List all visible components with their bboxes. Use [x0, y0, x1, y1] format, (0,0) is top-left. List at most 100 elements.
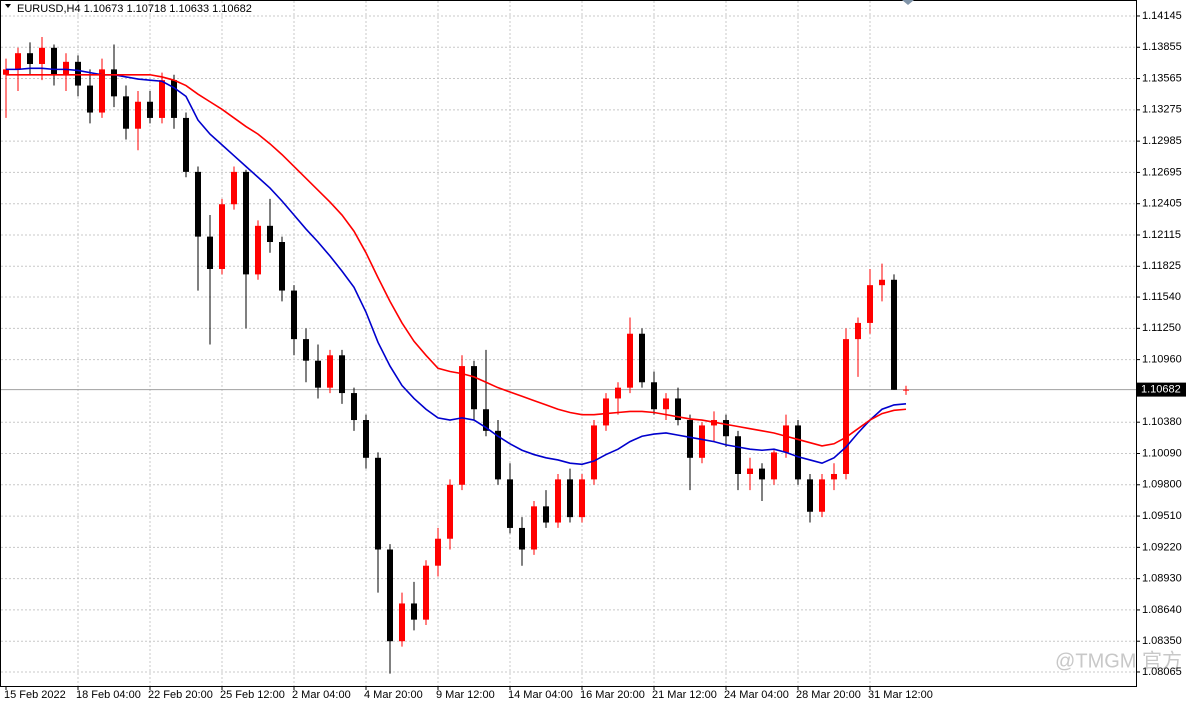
candle-body — [99, 69, 105, 113]
candle-body — [39, 47, 45, 64]
candle-body — [579, 479, 585, 518]
x-tick-label: 4 Mar 20:00 — [364, 689, 423, 701]
y-tick-label: 1.11250 — [1142, 322, 1181, 334]
candle-body — [771, 452, 777, 480]
y-tick-label: 1.11540 — [1142, 291, 1181, 303]
candle-body — [723, 420, 729, 437]
candle-body — [219, 204, 225, 269]
candle-body — [699, 425, 705, 458]
x-tick-label: 18 Feb 04:00 — [76, 689, 141, 701]
y-tick-label: 1.08350 — [1142, 635, 1182, 647]
candle-body — [171, 80, 177, 118]
x-tick-label: 9 Mar 12:00 — [436, 689, 495, 701]
y-tick-label: 1.08930 — [1142, 573, 1182, 585]
candle-body — [375, 457, 381, 550]
header-low: 1.10633 — [169, 3, 209, 15]
y-tick-label: 1.12405 — [1142, 198, 1182, 210]
candle-body — [243, 171, 249, 275]
candle-body — [615, 387, 621, 399]
y-tick-label: 1.11825 — [1142, 260, 1181, 272]
candle-body — [123, 96, 129, 129]
candle-body — [111, 69, 117, 97]
candle-body — [507, 479, 513, 528]
candle-body — [135, 101, 141, 129]
candle-body — [471, 366, 477, 410]
candle-body — [531, 506, 537, 550]
candle-body — [15, 53, 21, 70]
candle-body — [3, 69, 9, 75]
x-tick-label: 25 Feb 12:00 — [220, 689, 285, 701]
last-price-label: 1.10682 — [1141, 384, 1181, 396]
y-tick-label: 1.10380 — [1142, 416, 1182, 428]
x-tick-label: 15 Feb 2022 — [4, 689, 66, 701]
candle-body — [159, 80, 165, 118]
candle-body — [399, 603, 405, 642]
candle-body — [363, 420, 369, 458]
x-tick-label: 28 Mar 20:00 — [796, 689, 861, 701]
candle-body — [207, 236, 213, 269]
header-close: 1.10682 — [212, 3, 252, 15]
y-tick-label: 1.10090 — [1142, 447, 1182, 459]
shift-marker — [902, 0, 914, 5]
candle-body — [867, 285, 873, 323]
candle-body — [315, 360, 321, 388]
x-tick-label: 14 Mar 04:00 — [508, 689, 573, 701]
y-tick-label: 1.10960 — [1142, 354, 1182, 366]
candle-body — [231, 171, 237, 205]
chart-header: EURUSD,H4 1.10673 1.10718 1.10633 1.1068… — [17, 3, 252, 15]
candle-body — [639, 333, 645, 383]
candle-body — [339, 355, 345, 394]
candle-body — [75, 61, 81, 86]
candle-body — [543, 506, 549, 523]
moving-average — [6, 73, 907, 447]
x-tick-label: 31 Mar 12:00 — [868, 689, 933, 701]
candle-body — [795, 425, 801, 480]
x-tick-label: 21 Mar 12:00 — [652, 689, 717, 701]
candle-body — [783, 425, 789, 453]
candle-body — [351, 393, 357, 421]
candle-body — [27, 53, 33, 64]
candle-body — [279, 242, 285, 291]
y-tick-label: 1.12985 — [1142, 135, 1182, 147]
header-open: 1.10673 — [84, 3, 124, 15]
candle-body — [747, 468, 753, 474]
plot-frame — [0, 0, 1137, 687]
candle-body — [735, 436, 741, 474]
candle-body — [411, 603, 417, 620]
candle-body — [591, 425, 597, 480]
candle-body — [807, 479, 813, 512]
y-tick-label: 1.13855 — [1142, 41, 1182, 53]
x-tick-label: 24 Mar 04:00 — [724, 689, 789, 701]
y-tick-label: 1.13565 — [1142, 72, 1182, 84]
x-tick-label: 2 Mar 04:00 — [292, 689, 351, 701]
candle-body — [291, 290, 297, 340]
y-tick-label: 1.08640 — [1142, 604, 1182, 616]
y-tick-label: 1.14145 — [1142, 10, 1182, 22]
candle-body — [147, 101, 153, 118]
candle-body — [687, 420, 693, 458]
candle-body — [51, 47, 57, 75]
candle-body — [819, 479, 825, 512]
y-tick-label: 1.12115 — [1142, 229, 1181, 241]
candle-body — [483, 409, 489, 431]
candle-body — [255, 225, 261, 275]
candle-body — [303, 339, 309, 361]
candle-body — [843, 339, 849, 474]
y-tick-label: 1.12695 — [1142, 166, 1182, 178]
y-tick-label: 1.13275 — [1142, 104, 1182, 116]
candle-body — [327, 355, 333, 388]
candle-body — [435, 538, 441, 566]
x-tick-label: 16 Mar 20:00 — [580, 689, 645, 701]
x-tick-label: 22 Feb 20:00 — [148, 689, 213, 701]
menu-arrow — [5, 4, 11, 8]
candle-body — [675, 398, 681, 421]
candle-body — [447, 484, 453, 539]
candle-body — [879, 279, 885, 286]
candle-body — [627, 333, 633, 388]
header-high: 1.10718 — [126, 3, 166, 15]
candle-body — [423, 565, 429, 620]
candle-body — [183, 117, 189, 172]
y-tick-label: 1.09220 — [1142, 541, 1182, 553]
